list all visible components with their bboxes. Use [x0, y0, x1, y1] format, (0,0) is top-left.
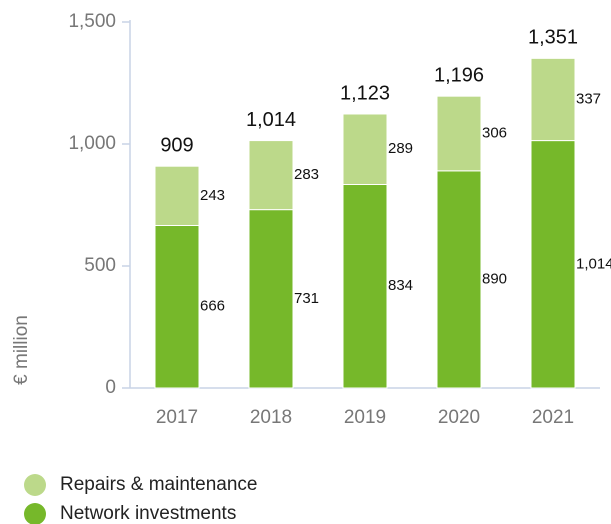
total-label: 1,014	[246, 109, 296, 131]
x-tick-label: 2020	[438, 407, 480, 428]
legend-label: Repairs & maintenance	[60, 474, 258, 495]
legend-marker	[24, 503, 46, 524]
bar-segment	[530, 140, 576, 389]
legend-marker	[24, 474, 46, 496]
bar-segment	[342, 113, 388, 186]
x-tick-label: 2017	[156, 407, 198, 428]
y-tick-label: 0	[105, 377, 116, 398]
total-label: 909	[160, 134, 193, 156]
legend-label: Network investments	[60, 503, 236, 524]
y-tick-label: 1,500	[68, 11, 116, 32]
bar-segment	[248, 140, 294, 211]
y-tick-label: 1,000	[68, 133, 116, 154]
bar-segment	[248, 209, 294, 389]
data-label: 306	[482, 124, 507, 141]
data-label: 337	[576, 90, 601, 107]
total-label: 1,123	[340, 82, 390, 104]
y-tick-label: 500	[84, 255, 116, 276]
data-label: 289	[388, 140, 413, 157]
total-label: 1,196	[434, 64, 484, 86]
data-label: 243	[200, 187, 225, 204]
data-label: 1,014	[576, 255, 611, 272]
data-label: 834	[388, 277, 413, 294]
data-label: 731	[294, 290, 319, 307]
x-tick-label: 2021	[532, 407, 574, 428]
bar-segment	[154, 224, 200, 389]
data-label: 666	[200, 298, 225, 315]
x-tick-label: 2018	[250, 407, 292, 428]
data-label: 890	[482, 270, 507, 287]
y-axis-label: € million	[11, 315, 32, 385]
total-label: 1,351	[528, 27, 578, 49]
bar-segment	[154, 165, 200, 226]
data-label: 283	[294, 166, 319, 183]
bar-segment	[342, 184, 388, 389]
bar-segment	[530, 57, 576, 142]
bar-segment	[436, 170, 482, 389]
bar-segment	[436, 95, 482, 172]
x-tick-label: 2019	[344, 407, 386, 428]
